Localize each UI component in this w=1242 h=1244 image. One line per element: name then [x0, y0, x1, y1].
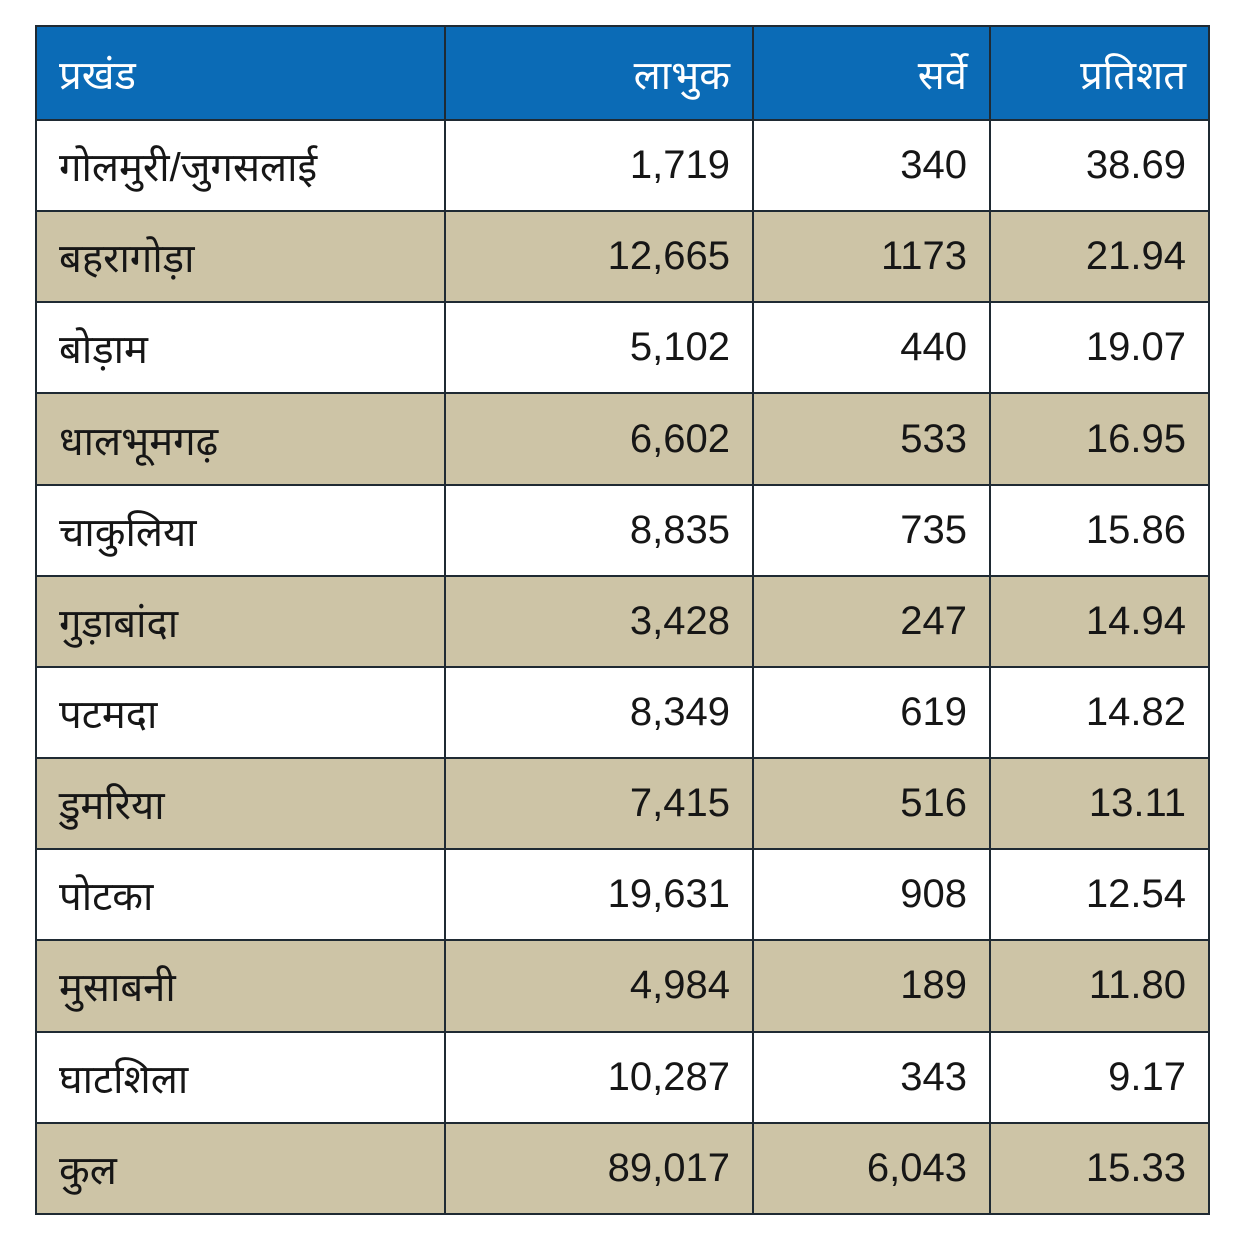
survey-cell: 516	[752, 757, 991, 851]
block-cell: गुड़ाबांदा	[35, 574, 446, 668]
beneficiaries-cell: 6,602	[444, 392, 754, 486]
beneficiaries-cell: 8,349	[444, 665, 754, 760]
survey-cell: 533	[752, 392, 991, 486]
table-row: चाकुलिया 8,835 735 15.86	[35, 483, 1210, 577]
data-table: प्रखंड लाभुक सर्वे प्रतिशत गोलमुरी/जुगसल…	[35, 25, 1210, 1216]
percent-cell: 14.94	[989, 574, 1210, 668]
percent-cell: 21.94	[989, 210, 1210, 304]
survey-cell: 908	[752, 848, 991, 942]
beneficiaries-cell: 3,428	[444, 574, 754, 668]
table-row: पटमदा 8,349 619 14.82	[35, 665, 1210, 760]
survey-cell: 1173	[752, 210, 991, 304]
survey-cell: 735	[752, 483, 991, 577]
block-cell: गोलमुरी/जुगसलाई	[35, 118, 446, 213]
beneficiaries-cell: 5,102	[444, 301, 754, 395]
percent-cell: 16.95	[989, 392, 1210, 486]
total-row: कुल 89,017 6,043 15.33	[35, 1121, 1210, 1216]
beneficiaries-cell: 19,631	[444, 848, 754, 942]
percent-cell: 15.33	[989, 1121, 1210, 1216]
block-cell: कुल	[35, 1121, 446, 1216]
block-cell: पोटका	[35, 848, 446, 942]
beneficiaries-cell: 7,415	[444, 757, 754, 851]
survey-cell: 189	[752, 939, 991, 1033]
table-row: डुमरिया 7,415 516 13.11	[35, 757, 1210, 851]
survey-cell: 6,043	[752, 1121, 991, 1216]
survey-cell: 440	[752, 301, 991, 395]
percent-cell: 13.11	[989, 757, 1210, 851]
table-row: घाटशिला 10,287 343 9.17	[35, 1030, 1210, 1124]
header-survey: सर्वे	[752, 25, 991, 121]
block-cell: धालभूमगढ़	[35, 392, 446, 486]
percent-cell: 12.54	[989, 848, 1210, 942]
block-cell: बहरागोड़ा	[35, 210, 446, 304]
table-row: पोटका 19,631 908 12.54	[35, 848, 1210, 942]
percent-cell: 11.80	[989, 939, 1210, 1033]
beneficiaries-cell: 12,665	[444, 210, 754, 304]
table-row: गोलमुरी/जुगसलाई 1,719 340 38.69	[35, 118, 1210, 213]
percent-cell: 15.86	[989, 483, 1210, 577]
table-row: बहरागोड़ा 12,665 1173 21.94	[35, 210, 1210, 304]
percent-cell: 9.17	[989, 1030, 1210, 1124]
beneficiaries-cell: 8,835	[444, 483, 754, 577]
table-row: बोड़ाम 5,102 440 19.07	[35, 301, 1210, 395]
percent-cell: 38.69	[989, 118, 1210, 213]
beneficiaries-cell: 4,984	[444, 939, 754, 1033]
header-block: प्रखंड	[35, 25, 446, 121]
survey-cell: 247	[752, 574, 991, 668]
table-row: मुसाबनी 4,984 189 11.80	[35, 939, 1210, 1033]
block-cell: मुसाबनी	[35, 939, 446, 1033]
block-cell: घाटशिला	[35, 1030, 446, 1124]
table-row: धालभूमगढ़ 6,602 533 16.95	[35, 392, 1210, 486]
block-cell: पटमदा	[35, 665, 446, 760]
survey-cell: 619	[752, 665, 991, 760]
percent-cell: 19.07	[989, 301, 1210, 395]
header-row: प्रखंड लाभुक सर्वे प्रतिशत	[35, 25, 1210, 121]
block-cell: बोड़ाम	[35, 301, 446, 395]
header-beneficiaries: लाभुक	[444, 25, 754, 121]
block-cell: चाकुलिया	[35, 483, 446, 577]
survey-cell: 340	[752, 118, 991, 213]
survey-cell: 343	[752, 1030, 991, 1124]
beneficiaries-cell: 89,017	[444, 1121, 754, 1216]
beneficiaries-cell: 10,287	[444, 1030, 754, 1124]
table-row: गुड़ाबांदा 3,428 247 14.94	[35, 574, 1210, 668]
block-cell: डुमरिया	[35, 757, 446, 851]
header-percent: प्रतिशत	[989, 25, 1210, 121]
percent-cell: 14.82	[989, 665, 1210, 760]
beneficiaries-cell: 1,719	[444, 118, 754, 213]
